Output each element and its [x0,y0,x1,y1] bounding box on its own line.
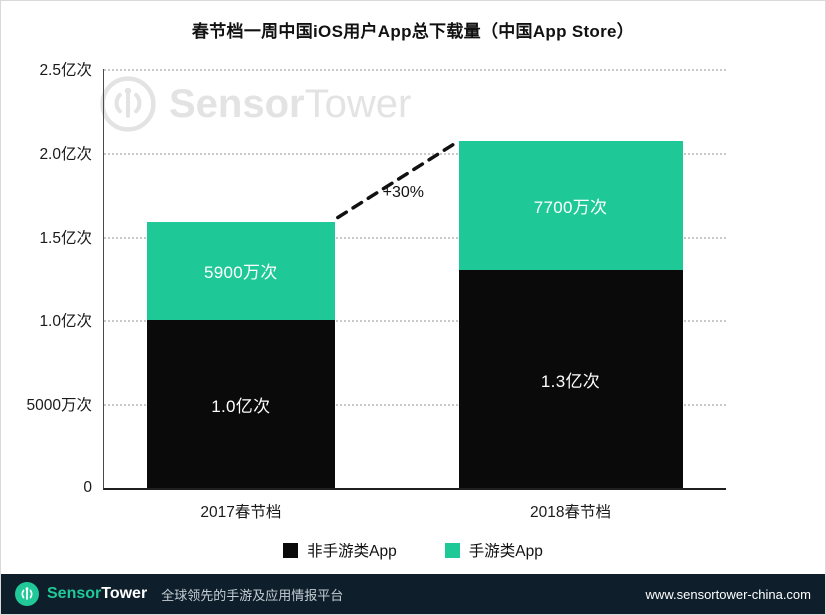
y-axis-tick-label: 1.5亿次 [39,229,92,247]
legend-item: 非手游类App [283,539,397,561]
footer-brand: SensorTower 全球领先的手游及应用情报平台 [15,582,343,606]
bar-segment-non-game-app: 1.3亿次 [458,270,683,488]
watermark-tower: Tower [304,82,412,126]
legend-item: 手游类App [444,539,543,561]
chart-title: 春节档一周中国iOS用户App总下载量（中国App Store） [191,22,635,41]
bar-value-label: 1.0亿次 [211,396,271,416]
sensortower-logo-icon [15,582,39,606]
y-axis-tick-label: 5000万次 [26,397,92,415]
legend-swatch [283,542,299,558]
y-axis-tick-label: 2.0亿次 [39,145,92,163]
plot-area: +30% 0 5000万次 1.0亿次 1.5亿次 2.0亿次 2.5亿次 1.0亿次 590… [27,62,726,521]
footer-url[interactable]: www.sensortower-china.com [645,586,811,602]
x-axis-category-label: 2018春节档 [530,504,611,521]
y-axis-tick-label: 0 [83,479,92,496]
chart-legend: 非手游类App 手游类App [1,539,825,561]
watermark-sensor: Sensor [169,82,305,126]
bar-value-label: 7700万次 [533,198,608,218]
legend-label: 手游类App [468,543,543,560]
y-axis-tick-label: 1.0亿次 [39,313,92,331]
gridline [104,69,726,71]
watermark-wordmark: SensorTower [169,84,411,124]
legend-swatch [444,542,460,558]
bar-segment-game-app: 5900万次 [146,221,335,321]
bar-segment-non-game-app: 1.0亿次 [146,320,335,488]
growth-annotation: +30% [382,184,425,202]
footer-tagline: 全球领先的手游及应用情报平台 [161,587,344,603]
legend-label: 非手游类App [307,543,397,560]
footer-bar: SensorTower 全球领先的手游及应用情报平台 www.sensortow… [1,574,825,614]
brand-tower: Tower [101,585,148,602]
y-axis-tick-label: 2.5亿次 [39,62,92,79]
sensortower-logo-icon [100,76,156,132]
gridline [104,404,726,407]
gridline [104,236,726,239]
x-axis-category-label: 2017春节档 [200,504,282,521]
gridline [104,320,726,323]
brand-wordmark: SensorTower [47,586,147,602]
bar-value-label: 5900万次 [204,263,278,283]
bar-segment-game-app: 7700万次 [458,141,683,271]
bar-value-label: 1.3亿次 [540,371,601,391]
brand-sensor: Sensor [47,585,102,602]
sensortower-watermark: SensorTower [99,75,411,133]
